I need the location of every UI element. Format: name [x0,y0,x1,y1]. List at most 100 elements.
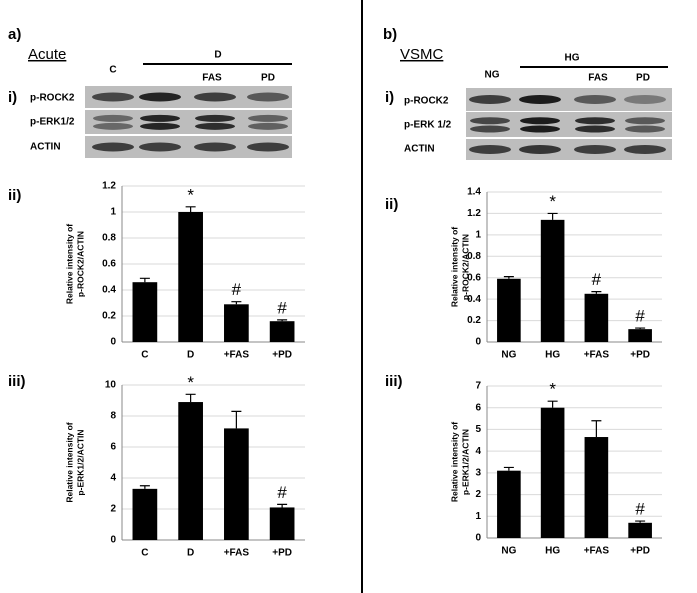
blot-band [574,95,616,104]
y-axis-label: p-ROCK2/ACTIN [75,231,85,297]
y-tick-label: 0.2 [467,315,481,326]
significance-mark: # [635,500,645,519]
blot-band [624,145,666,154]
x-tick-label: C [141,350,148,361]
y-tick-label: 0 [110,337,116,348]
bar [224,304,249,342]
significance-mark: * [549,380,556,399]
y-tick-label: 1 [475,229,481,240]
blot-strip [85,86,292,108]
error-bar [591,420,602,438]
blot-band [140,122,180,130]
y-tick-label: 0.8 [467,251,481,262]
error-bar [591,291,602,294]
error-bar [503,466,514,471]
x-tick-label: +FAS [584,546,610,557]
error-bar [635,327,646,330]
error-bar [277,503,288,508]
error-bar [547,400,558,408]
blot-band [519,145,561,154]
y-tick-label: 0.6 [467,272,481,283]
y-tick-label: 8 [110,411,116,422]
significance-mark: # [592,270,602,289]
panel-label: a) [8,26,21,43]
error-bar [231,301,242,305]
x-tick-label: NG [501,546,516,557]
blot-band [520,117,560,125]
bar [132,488,158,540]
row-label: p-ERK1/2 [30,117,75,128]
error-bar [139,277,150,283]
x-tick-label: HG [545,546,560,557]
y-tick-label: 2 [110,504,116,515]
x-tick-label: NG [501,350,516,361]
lane-label: FAS [202,73,222,84]
bar [628,329,652,342]
x-tick-label: +PD [272,548,292,559]
error-bar [635,520,646,523]
significance-mark: * [549,192,556,211]
error-bar [185,393,196,403]
error-bar [547,212,558,220]
significance-mark: # [277,298,287,317]
bar [540,219,565,342]
y-tick-label: 0 [475,533,481,544]
y-tick-label: 0.2 [102,311,116,322]
y-axis-label: p-ERK1/2/ACTIN [75,429,85,495]
lane-label: FAS [588,73,608,84]
blot-band [92,92,134,102]
x-tick-label: +PD [630,350,650,361]
blot-band [470,125,510,133]
section-label: iii) [8,373,26,390]
blot-band [625,125,665,133]
blot-band [248,114,288,122]
blot-band [574,145,616,154]
x-tick-label: D [187,350,194,361]
bar [178,212,203,342]
blot-band [247,92,289,102]
y-tick-label: 5 [475,424,481,435]
bar [497,470,521,538]
blot-band [93,114,133,122]
y-tick-label: 6 [475,402,481,413]
row-label: p-ERK 1/2 [404,120,452,131]
error-bar [139,485,150,489]
blot-band [140,114,180,122]
panel-label: b) [383,26,397,43]
significance-mark: # [277,483,287,502]
y-tick-label: 0.4 [102,285,116,296]
error-bar [277,319,288,322]
model-label: VSMC [400,46,444,63]
x-tick-label: HG [545,350,560,361]
error-bar [231,410,242,429]
error-bar [185,206,196,212]
section-label: i) [385,89,394,106]
blot-strip [466,112,672,137]
y-tick-label: 2 [475,489,481,500]
bar [584,293,609,342]
blot-band [519,95,561,104]
x-tick-label: +PD [630,546,650,557]
section-label: i) [8,89,17,106]
y-tick-label: 0.6 [102,259,116,270]
significance-mark: * [187,373,194,392]
y-axis-label: Relative intensity of [449,422,459,502]
x-tick-label: C [141,548,148,559]
blot-band [195,122,235,130]
row-label: p-ROCK2 [404,96,449,107]
y-tick-label: 4 [110,473,116,484]
x-tick-label: +PD [272,350,292,361]
bar [178,402,203,540]
y-tick-label: 6 [110,442,116,453]
y-tick-label: 1.4 [467,187,481,198]
section-label: iii) [385,373,403,390]
x-tick-label: D [187,548,194,559]
y-tick-label: 1.2 [467,208,481,219]
blot-band [194,142,236,152]
blot-band [469,95,511,104]
bar [224,428,249,540]
blot-band [248,122,288,130]
lane-label: PD [261,73,275,84]
significance-mark: # [635,307,645,326]
group-label: HG [565,53,580,64]
